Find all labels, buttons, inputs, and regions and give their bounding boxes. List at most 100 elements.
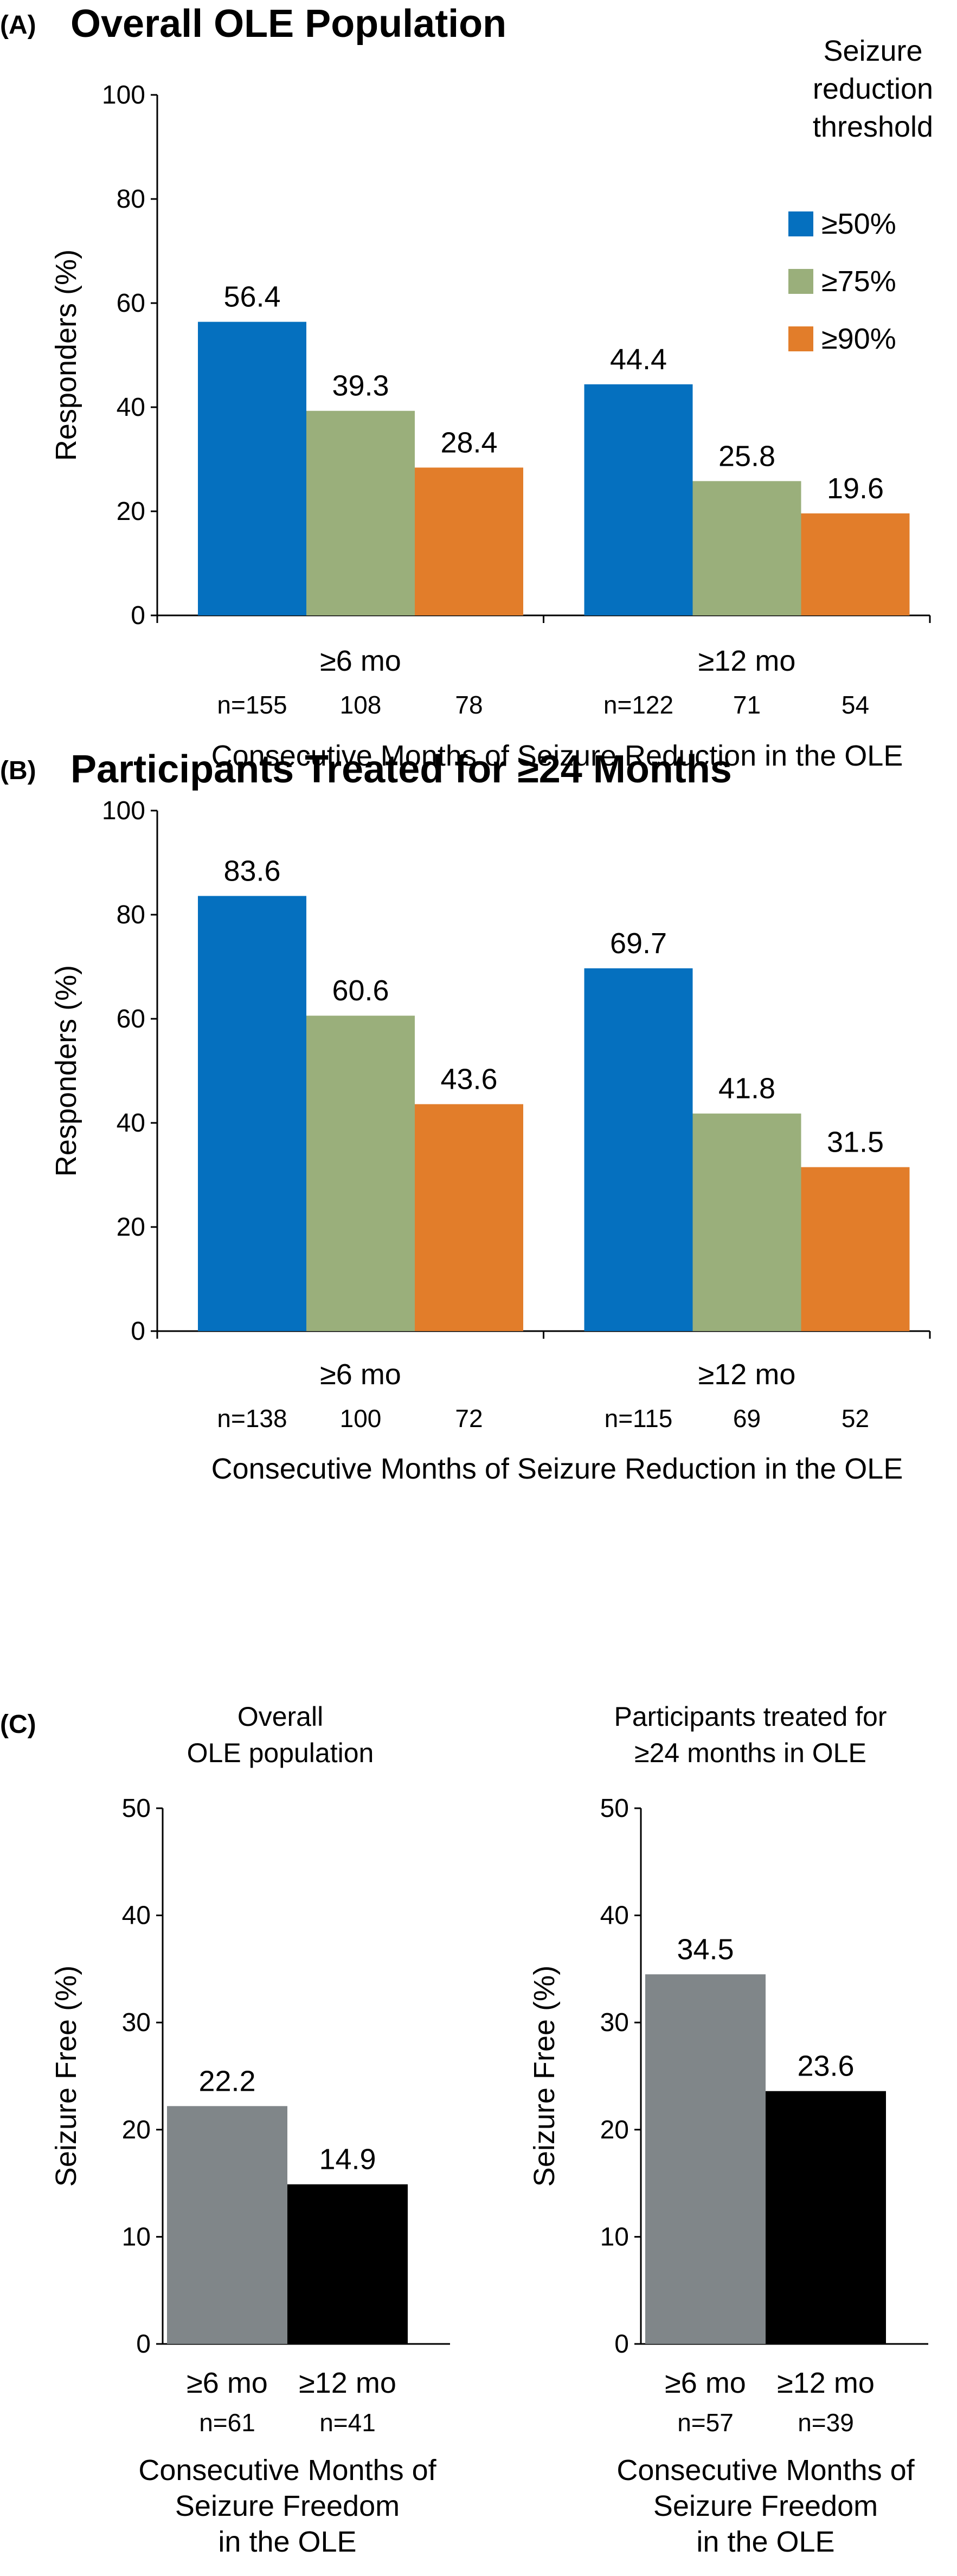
panel-c-left-n-label: n=61 <box>199 2408 255 2437</box>
panel-b-y-tick-label: 60 <box>117 1005 145 1033</box>
panel-a-legend-label: ≥75% <box>821 265 896 298</box>
panel-a-y-tick-label: 80 <box>117 185 145 214</box>
panel-c-right-y-tick-label: 30 <box>600 2008 629 2037</box>
panel-c-left-data-label: 14.9 <box>319 2143 376 2176</box>
panel-b-data-label: 43.6 <box>440 1063 497 1095</box>
panel-a-legend-swatch <box>788 269 813 294</box>
panel-c-left-y-tick-label: 30 <box>122 2008 151 2037</box>
panel-b-n-label: n=115 <box>605 1404 673 1432</box>
panel-c-left-y-tick-label: 40 <box>122 1902 151 1930</box>
panel-c-left-y-tick-label: 10 <box>122 2222 151 2251</box>
panel-a-n-label: 108 <box>340 691 382 719</box>
panel-b-y-axis-title: Responders (%) <box>50 965 82 1177</box>
panel-c-left-bar <box>287 2184 408 2344</box>
panel-a-n-label: 54 <box>842 691 869 719</box>
panel-a-legend-title: threshold <box>813 111 933 143</box>
panel-b: (B) Participants Treated for ≥24 Months … <box>0 748 931 1485</box>
panel-a-data-label: 25.8 <box>718 440 775 472</box>
panel-a-n-label: n=122 <box>603 691 673 719</box>
panel-c-left-x-axis-title: Seizure Freedom <box>175 2490 400 2522</box>
panel-c-left-title-line1: Overall <box>237 1701 323 1732</box>
panel-a-legend-swatch <box>788 211 813 236</box>
panel-c-left-category-label: ≥6 mo <box>187 2367 268 2399</box>
panel-a-data-label: 19.6 <box>827 472 884 505</box>
panel-b-y-tick-label: 80 <box>117 901 145 929</box>
panel-a-legend-title: reduction <box>813 73 933 105</box>
panel-c-right-y-axis-title: Seizure Free (%) <box>528 1965 561 2187</box>
panel-c-right-bar <box>645 1974 766 2344</box>
panel-b-data-label: 83.6 <box>223 855 280 887</box>
panel-c-right-title-line1: Participants treated for <box>614 1701 887 1732</box>
panel-c-right-chart: 0 10 20 30 40 50 Seizure Free (%) 34.5 ≥6 mo n=57… <box>528 1794 928 2558</box>
panel-b-letter: (B) <box>0 756 36 785</box>
panel-a-y-tick-label: 0 <box>131 601 145 630</box>
panel-b-n-label: 100 <box>340 1404 382 1432</box>
panel-c-right-y-tick-label: 20 <box>600 2116 629 2144</box>
panel-c-left-y-tick-label: 50 <box>122 1794 151 1823</box>
panel-c-right-x-axis-title: Consecutive Months of <box>616 2454 915 2487</box>
panel-c-right-x-axis-title: in the OLE <box>696 2526 834 2558</box>
panel-c-right-data-label: 23.6 <box>797 2050 854 2083</box>
panel-a-chart: 0 20 40 60 80 100 Responders (%) 56.4 n=155 39.3 1… <box>50 35 933 772</box>
panel-a-y-tick-label: 60 <box>117 289 145 318</box>
panel-a-data-label: 56.4 <box>223 281 280 313</box>
panel-a-legend-swatch <box>788 326 813 351</box>
panel-a-category-label: ≥6 mo <box>320 645 401 677</box>
panel-b-n-label: 72 <box>455 1404 483 1432</box>
panel-c-left-n-label: n=41 <box>319 2408 376 2437</box>
panel-b-bar <box>415 1104 523 1331</box>
panel-c-right-data-label: 34.5 <box>677 1933 734 1965</box>
panel-c-left-title-line2: OLE population <box>187 1738 374 1768</box>
panel-b-bar <box>198 896 306 1331</box>
panel-b-bar <box>584 968 693 1331</box>
panel-a-bar <box>306 410 415 615</box>
panel-b-n-label: 69 <box>733 1404 761 1432</box>
panel-c-left-x-axis-title: Consecutive Months of <box>138 2454 436 2487</box>
panel-a-bar <box>801 513 910 615</box>
panel-a-bar <box>415 467 523 615</box>
panel-b-n-label: n=138 <box>217 1404 287 1432</box>
panel-b-data-label: 60.6 <box>332 974 389 1007</box>
panel-b-data-label: 69.7 <box>610 927 667 960</box>
panel-a-n-label: 71 <box>733 691 761 719</box>
panel-c-right-y-tick-label: 10 <box>600 2222 629 2251</box>
panel-a-bar <box>198 322 306 615</box>
panel-c-left-y-tick-label: 0 <box>136 2330 151 2359</box>
panel-b-bar <box>306 1016 415 1331</box>
panel-b-n-label: 52 <box>842 1404 869 1432</box>
panel-b-data-label: 41.8 <box>718 1072 775 1105</box>
panel-c-letter: (C) <box>0 1710 36 1739</box>
panel-c-right-category-label: ≥12 mo <box>777 2367 875 2399</box>
panel-c-right-y-tick-label: 40 <box>600 1902 629 1930</box>
panel-a-y-tick-label: 20 <box>117 497 145 526</box>
panel-a-title: Overall OLE Population <box>70 2 506 46</box>
panel-b-category-label: ≥6 mo <box>320 1358 401 1391</box>
panel-c-right-bar <box>766 2091 886 2344</box>
panel-a-y-axis-title: Responders (%) <box>50 249 82 461</box>
panel-b-title: Participants Treated for ≥24 Months <box>70 748 732 791</box>
panel-a-legend-label: ≥90% <box>821 323 896 355</box>
panel-c-left-data-label: 22.2 <box>198 2065 255 2097</box>
panel-b-bar <box>801 1167 910 1331</box>
panel-a-data-label: 39.3 <box>332 370 389 402</box>
panel-a-data-label: 44.4 <box>610 343 667 376</box>
panel-a-y-tick-label: 100 <box>102 81 145 110</box>
panel-a-legend-label: ≥50% <box>821 208 896 240</box>
panel-b-y-tick-label: 20 <box>117 1213 145 1242</box>
panel-c-right-y-tick-label: 50 <box>600 1794 629 1823</box>
panel-a-y-tick-label: 40 <box>117 393 145 422</box>
panel-a-category-label: ≥12 mo <box>698 645 796 677</box>
panel-a-bar <box>584 384 693 615</box>
panel-a: (A) Overall OLE Population 0 20 40 60 80 100 R… <box>0 2 933 772</box>
panel-c-left-y-axis-title: Seizure Free (%) <box>50 1965 82 2187</box>
panel-c-left-category-label: ≥12 mo <box>299 2367 396 2399</box>
panel-c-right-category-label: ≥6 mo <box>665 2367 746 2399</box>
panel-c: (C) Overall OLE population Participants … <box>0 1701 928 2558</box>
panel-c-right-n-label: n=39 <box>798 2408 854 2437</box>
panel-c-right-y-tick-label: 0 <box>614 2330 629 2359</box>
panel-a-data-label: 28.4 <box>440 426 497 459</box>
panel-b-category-label: ≥12 mo <box>698 1358 796 1391</box>
panel-a-bar <box>692 481 801 615</box>
panel-b-data-label: 31.5 <box>827 1126 884 1159</box>
